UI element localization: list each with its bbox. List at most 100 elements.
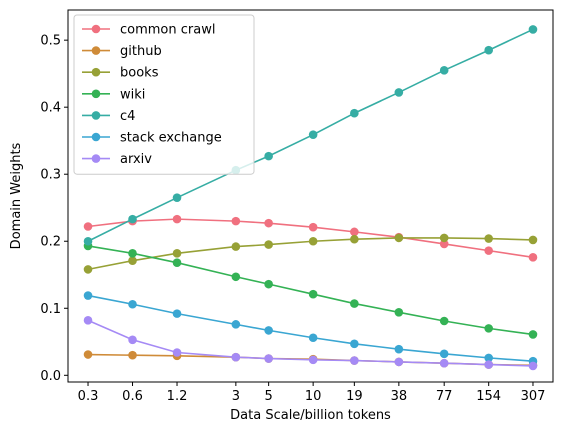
data-point-common-crawl	[264, 218, 273, 228]
axes-frame	[67, 9, 554, 383]
data-point-arxiv	[484, 360, 493, 369]
series-line-wiki	[87, 245, 534, 336]
data-point-books	[394, 233, 404, 243]
data-point-stack-exchange	[308, 333, 318, 343]
data-point-stack-exchange	[83, 291, 93, 300]
x-tick-label: 0.6	[122, 389, 143, 404]
data-point-arxiv	[128, 335, 137, 345]
data-point-books	[128, 256, 137, 265]
data-point-c4	[484, 45, 493, 55]
x-tick-label: 3	[232, 389, 240, 404]
legend-marker	[91, 154, 101, 163]
data-point-common-crawl	[231, 216, 241, 226]
legend-label: stack exchange	[120, 131, 222, 146]
data-point-wiki	[394, 307, 404, 317]
data-point-wiki	[350, 299, 359, 308]
plot-area	[83, 25, 538, 371]
data-point-c4	[308, 130, 318, 139]
data-point-c4	[350, 108, 359, 118]
legend-marker	[91, 89, 101, 99]
data-point-stack-exchange	[231, 320, 241, 329]
data-point-books	[308, 236, 318, 246]
y-tick-label: 0.0	[40, 369, 61, 384]
data-point-c4	[439, 66, 449, 75]
x-tick-label: 5	[265, 389, 273, 404]
x-axis: 0.3 0.6 1.2 3 5 10 19 38 77 154 307	[78, 382, 546, 404]
legend-marker	[91, 111, 101, 120]
data-point-c4	[528, 25, 538, 34]
legend-box	[73, 14, 255, 175]
data-point-arxiv	[83, 316, 93, 325]
x-tick-label: 154	[476, 389, 501, 404]
data-point-github	[128, 350, 137, 360]
y-axis-label: Domain Weights	[9, 142, 24, 249]
data-point-c4	[128, 214, 137, 224]
x-tick-label: 38	[391, 389, 408, 404]
data-point-wiki	[528, 330, 538, 339]
data-point-wiki	[172, 258, 182, 267]
data-point-wiki	[308, 289, 318, 299]
data-point-stack-exchange	[394, 344, 404, 354]
legend-marker	[91, 132, 101, 142]
data-point-c4	[394, 88, 404, 97]
data-point-stack-exchange	[484, 353, 493, 363]
x-axis-label: Data Scale/billion tokens	[230, 408, 391, 423]
data-point-arxiv	[528, 361, 538, 371]
y-axis: 0.0 0.1 0.2 0.3 0.4 0.5	[40, 34, 68, 384]
y-tick-label: 0.5	[40, 34, 61, 49]
data-point-books	[528, 235, 538, 245]
x-tick-label: 0.3	[78, 389, 99, 404]
data-point-books	[484, 234, 493, 243]
data-point-wiki	[439, 316, 449, 326]
x-tick-label: 19	[346, 389, 363, 404]
data-point-wiki	[231, 272, 241, 282]
x-tick-label: 307	[521, 389, 546, 404]
data-point-wiki	[264, 279, 273, 289]
legend-label: common crawl	[120, 23, 215, 38]
legend-marker	[91, 67, 101, 77]
data-point-c4	[172, 193, 182, 202]
data-point-common-crawl	[172, 214, 182, 224]
legend: common crawl github books wiki c4 stack excha…	[73, 14, 255, 175]
data-point-arxiv	[231, 352, 241, 362]
data-point-books	[439, 233, 449, 243]
data-point-arxiv	[350, 356, 359, 365]
data-point-c4	[83, 236, 93, 246]
data-point-books	[231, 242, 241, 251]
data-point-books	[172, 249, 182, 258]
data-point-stack-exchange	[264, 326, 273, 335]
data-point-stack-exchange	[350, 339, 359, 349]
legend-marker	[91, 46, 101, 55]
data-point-arxiv	[172, 348, 182, 357]
data-point-stack-exchange	[172, 309, 182, 318]
data-point-common-crawl	[439, 239, 449, 249]
data-point-common-crawl	[308, 222, 318, 232]
data-point-common-crawl	[350, 227, 359, 237]
y-tick-label: 0.4	[40, 101, 61, 116]
data-point-arxiv	[394, 357, 404, 367]
data-point-c4	[264, 151, 273, 161]
data-point-arxiv	[264, 354, 273, 363]
data-point-books	[83, 265, 93, 274]
data-point-common-crawl	[528, 253, 538, 262]
legend-label: wiki	[120, 87, 145, 102]
x-tick-label: 10	[305, 389, 322, 404]
data-point-stack-exchange	[439, 349, 449, 359]
legend-label: books	[120, 66, 159, 81]
legend-label: github	[120, 44, 162, 59]
legend-marker	[91, 24, 101, 34]
data-point-books	[264, 240, 273, 249]
legend-label: arxiv	[120, 152, 152, 167]
x-tick-label: 1.2	[167, 389, 188, 404]
x-tick-label: 77	[436, 389, 453, 404]
data-point-github	[83, 350, 93, 359]
data-point-wiki	[484, 324, 493, 333]
data-point-books	[350, 234, 359, 244]
data-point-common-crawl	[83, 222, 93, 231]
y-tick-label: 0.3	[40, 168, 61, 183]
y-tick-label: 0.1	[40, 302, 61, 317]
series-line-stack-exchange	[87, 294, 534, 363]
data-point-wiki	[128, 249, 137, 258]
data-point-stack-exchange	[128, 299, 137, 309]
